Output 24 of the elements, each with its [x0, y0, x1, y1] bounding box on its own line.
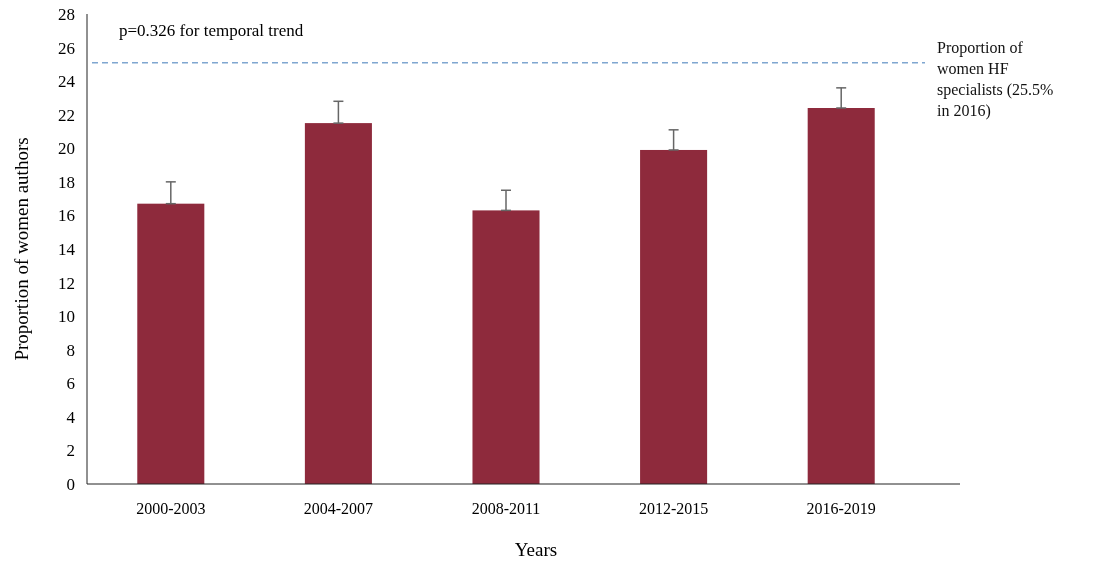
- ref-line-label: Proportion of women HF specialists (25.5% in 2016): [937, 38, 1054, 120]
- y-tick-label: 12: [58, 273, 75, 293]
- y-tick-label: 10: [58, 307, 75, 327]
- y-tick-label: 0: [66, 474, 75, 494]
- y-tick-label: 24: [58, 72, 76, 92]
- y-tick-label: 26: [58, 38, 75, 58]
- y-tick-label: 8: [66, 340, 75, 360]
- y-tick-label: 28: [58, 4, 75, 24]
- y-tick-label: 18: [58, 172, 75, 192]
- x-tick-label: 2012-2015: [638, 500, 709, 517]
- y-tick-label: 4: [66, 407, 76, 427]
- x-tick-label: 2000-2003: [136, 500, 206, 517]
- annotation: p=0.326 for temporal trend: [119, 21, 304, 40]
- x-tick-label: 2008-2011: [471, 500, 541, 517]
- y-tick-label: 2: [66, 441, 75, 461]
- x-axis-title: Years: [514, 539, 558, 560]
- y-tick-label: 22: [58, 105, 75, 125]
- y-tick-label: 6: [66, 374, 75, 394]
- y-axis-title: Proportion of women authors: [11, 137, 32, 361]
- y-tick-label: 16: [58, 206, 75, 226]
- y-tick-label: 20: [58, 139, 75, 159]
- y-tick-label: 14: [58, 239, 76, 259]
- x-tick-label: 2016-2019: [806, 500, 876, 517]
- x-tick-label: 2004-2007: [303, 500, 374, 517]
